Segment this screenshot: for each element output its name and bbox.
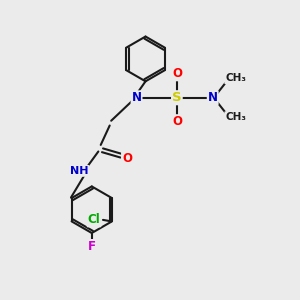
- Text: Cl: Cl: [88, 213, 100, 226]
- Text: N: N: [132, 91, 142, 104]
- Text: O: O: [172, 68, 182, 80]
- Text: NH: NH: [70, 166, 88, 176]
- Text: O: O: [122, 152, 132, 165]
- Text: F: F: [88, 240, 96, 253]
- Text: CH₃: CH₃: [225, 73, 246, 83]
- Text: CH₃: CH₃: [225, 112, 246, 122]
- Text: S: S: [172, 91, 182, 104]
- Text: N: N: [208, 91, 218, 104]
- Text: O: O: [172, 115, 182, 128]
